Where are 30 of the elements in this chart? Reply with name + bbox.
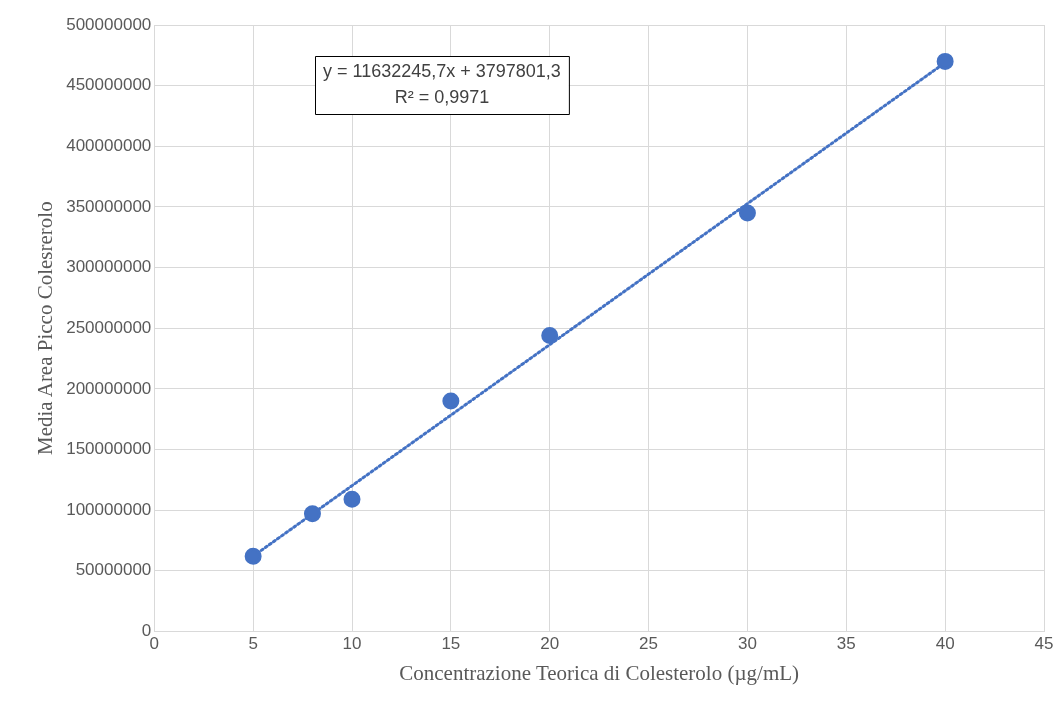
y-tick-label: 300000000 bbox=[66, 257, 152, 277]
point bbox=[343, 490, 361, 508]
y-tick-label: 350000000 bbox=[66, 196, 152, 216]
point bbox=[442, 392, 460, 410]
annotation: R² = 0,9971 bbox=[394, 86, 490, 107]
x-tick-label: 10 bbox=[342, 634, 362, 654]
x-tick-label: 45 bbox=[1034, 634, 1054, 654]
y-tick-label: 250000000 bbox=[66, 317, 152, 337]
point bbox=[303, 505, 321, 523]
y-tick-label: 50000000 bbox=[75, 560, 152, 580]
point bbox=[738, 204, 756, 222]
x-tick-label: 20 bbox=[540, 634, 560, 654]
point bbox=[541, 326, 559, 344]
x-axis-title: Concentrazione Teorica di Colesterolo (µg/mL) bbox=[399, 660, 800, 685]
annotation: y = 11632245,7x + 3797801,3 bbox=[322, 60, 561, 81]
y-tick-label: 400000000 bbox=[66, 135, 152, 155]
y-tick-label: 100000000 bbox=[66, 499, 152, 519]
x-tick-label: 35 bbox=[836, 634, 856, 654]
x-tick-label: 25 bbox=[639, 634, 659, 654]
y-tick-label: 200000000 bbox=[66, 378, 152, 398]
x-tick-label: 15 bbox=[441, 634, 461, 654]
y-axis-title: Media Area Picco Colesrerolo bbox=[33, 201, 58, 456]
y-tick-label: 450000000 bbox=[66, 75, 152, 95]
y-tick-label: 150000000 bbox=[66, 439, 152, 459]
point bbox=[936, 52, 954, 70]
x-tick-label: 30 bbox=[737, 634, 757, 654]
x-tick-label: 40 bbox=[935, 634, 955, 654]
point bbox=[244, 547, 262, 565]
y-tick-label: 500000000 bbox=[66, 14, 152, 34]
x-tick-label: 5 bbox=[248, 634, 258, 654]
